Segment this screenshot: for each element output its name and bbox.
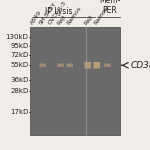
Text: A549: A549	[30, 9, 43, 26]
Text: IP Lysis: IP Lysis	[45, 7, 72, 16]
Text: 95kD: 95kD	[10, 43, 28, 49]
Text: 28kD: 28kD	[10, 88, 28, 94]
FancyBboxPatch shape	[93, 62, 100, 69]
Text: OVCAR-3: OVCAR-3	[48, 0, 68, 26]
FancyBboxPatch shape	[104, 63, 111, 67]
Text: Ramos: Ramos	[66, 5, 82, 26]
Text: SH-SY5Y: SH-SY5Y	[39, 1, 58, 26]
FancyBboxPatch shape	[57, 63, 64, 67]
Text: 36kD: 36kD	[10, 77, 28, 83]
FancyBboxPatch shape	[30, 27, 120, 135]
FancyBboxPatch shape	[66, 63, 73, 67]
FancyBboxPatch shape	[39, 63, 46, 67]
Text: CD38: CD38	[130, 61, 150, 70]
Text: 72kD: 72kD	[10, 52, 28, 58]
Text: Ramos: Ramos	[93, 5, 109, 26]
FancyBboxPatch shape	[84, 62, 91, 69]
Text: Raji: Raji	[84, 13, 94, 26]
Text: Mem-
PER: Mem- PER	[99, 0, 120, 15]
Text: 130kD: 130kD	[6, 34, 28, 40]
Text: 55kD: 55kD	[10, 62, 28, 68]
Text: 17kD: 17kD	[10, 109, 28, 115]
Text: Raji: Raji	[57, 13, 67, 26]
